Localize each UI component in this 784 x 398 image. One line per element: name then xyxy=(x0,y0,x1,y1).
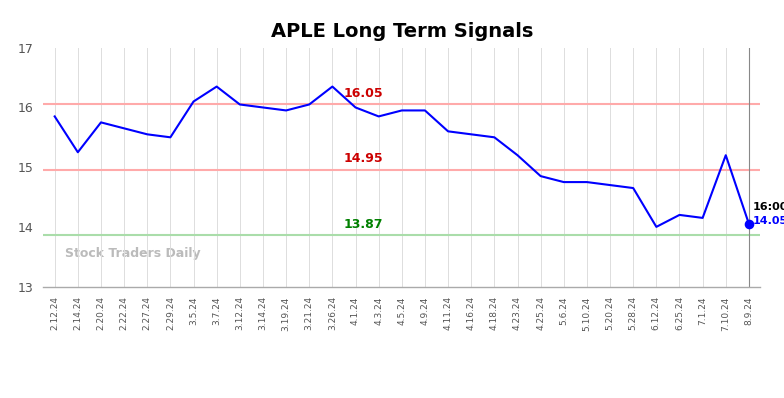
Text: 16:00: 16:00 xyxy=(753,202,784,212)
Title: APLE Long Term Signals: APLE Long Term Signals xyxy=(270,21,533,41)
Text: 14.05: 14.05 xyxy=(753,216,784,226)
Text: 13.87: 13.87 xyxy=(343,218,383,231)
Text: 16.05: 16.05 xyxy=(343,87,383,100)
Point xyxy=(742,220,755,227)
Text: 14.95: 14.95 xyxy=(343,152,383,165)
Text: Stock Traders Daily: Stock Traders Daily xyxy=(64,247,200,259)
